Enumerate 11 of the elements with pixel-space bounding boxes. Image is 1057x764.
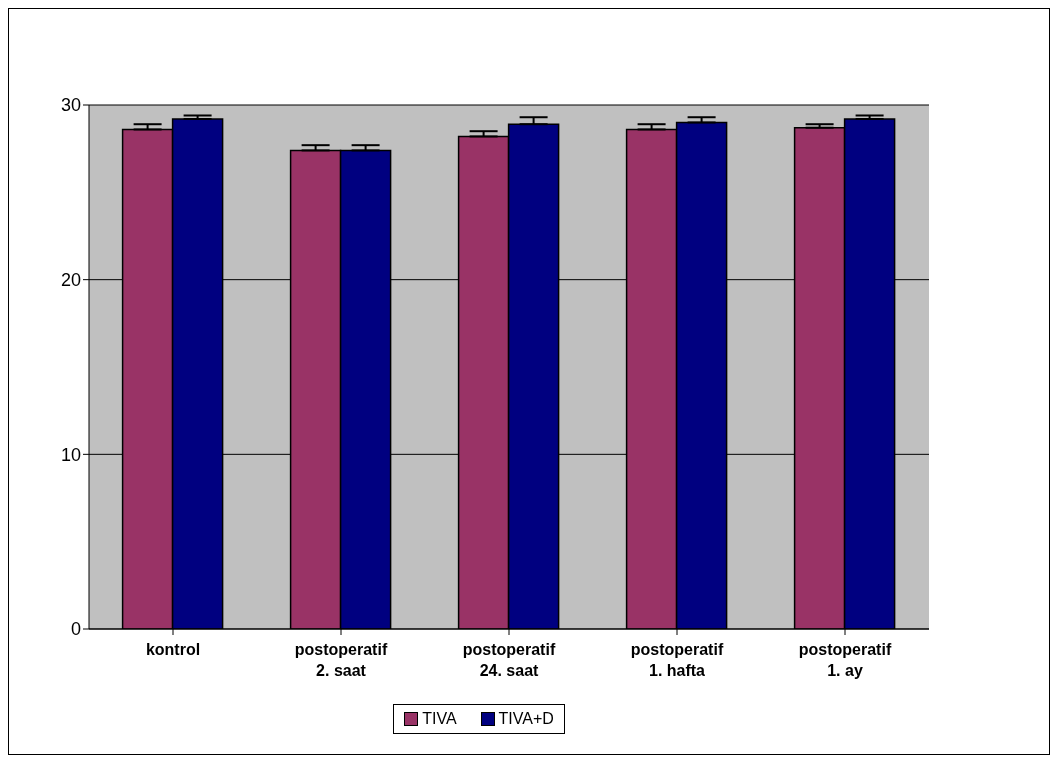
x-tick-label: postoperatif 1. ay: [798, 641, 892, 679]
x-tick-label: postoperatif 1. hafta: [630, 641, 724, 679]
y-tick-label: 30: [60, 95, 81, 116]
x-tick-label: postoperatif 2. saat: [294, 641, 388, 679]
legend-label: TIVA+D: [497, 710, 554, 728]
y-tick-label: 10: [60, 444, 81, 465]
y-tick-label: 0: [70, 619, 81, 640]
legend-label: TIVA: [421, 710, 457, 728]
x-tick-label: kontrol: [145, 641, 201, 658]
y-tick-label: 20: [60, 270, 81, 291]
x-tick-label: postoperatif 24. saat: [462, 641, 556, 679]
